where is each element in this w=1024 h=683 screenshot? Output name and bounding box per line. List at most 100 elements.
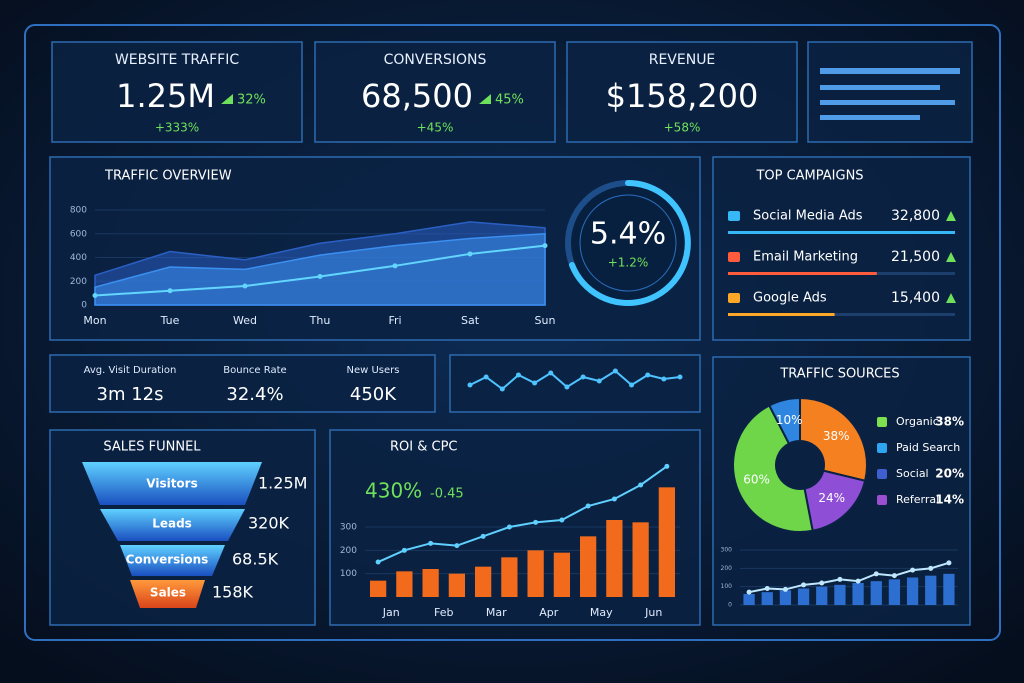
legend-label: Paid Search	[896, 441, 960, 454]
point	[801, 582, 807, 588]
point	[580, 374, 586, 380]
pie-slice	[799, 396, 868, 483]
campaign-value: 15,400	[891, 290, 940, 306]
bar	[448, 573, 466, 597]
decor-bars	[820, 68, 960, 120]
legend-label: Organic	[896, 415, 939, 428]
y-tick-label: 0	[81, 301, 87, 311]
point	[928, 565, 934, 571]
y-tick-label: 200	[340, 546, 357, 556]
legend-swatch	[728, 293, 740, 303]
bar	[852, 583, 864, 605]
panel	[807, 41, 973, 143]
legend-swatch	[877, 417, 887, 427]
stage-name: Leads	[152, 517, 192, 531]
decor-bar	[820, 85, 940, 90]
line	[469, 369, 681, 391]
roi-value: 430%	[365, 479, 422, 503]
kpi-value: $158,200	[606, 77, 759, 115]
point	[533, 519, 539, 525]
kpi-value: 1.25M	[116, 77, 215, 115]
bar	[422, 569, 439, 597]
x-tick-label: Jan	[382, 606, 400, 619]
x-tick-label: May	[590, 606, 613, 619]
y-tick-label: 100	[340, 569, 357, 579]
bar	[553, 552, 571, 597]
slice-label: 60%	[743, 473, 770, 487]
point	[837, 576, 843, 582]
campaign-name: Social Media Ads	[753, 209, 863, 224]
bar	[658, 487, 676, 597]
point	[891, 573, 897, 579]
area	[94, 232, 546, 306]
stat-label: Bounce Rate	[223, 365, 286, 376]
stage-value: 1.25M	[258, 474, 307, 493]
point	[401, 547, 407, 553]
point	[467, 382, 473, 388]
kpi-sub: +333%	[155, 121, 199, 135]
point	[428, 540, 434, 546]
x-tick-label: Mon	[83, 314, 106, 327]
point	[782, 586, 788, 592]
kpi-sub: +58%	[664, 121, 701, 135]
x-tick-label: Sat	[461, 314, 480, 327]
point	[480, 533, 486, 539]
y-tick-label: 600	[70, 229, 87, 239]
line	[377, 465, 668, 563]
bar	[816, 586, 828, 605]
panel-title: TRAFFIC OVERVIEW	[104, 169, 232, 184]
point	[506, 524, 512, 530]
bar	[888, 579, 901, 605]
line	[748, 561, 950, 594]
point	[559, 517, 565, 523]
point	[661, 376, 667, 382]
x-tick-label: Feb	[434, 606, 453, 619]
point	[375, 559, 381, 565]
y-tick-label: 200	[70, 277, 87, 287]
point	[542, 243, 548, 249]
pie-slice	[803, 469, 867, 532]
legend-label: Referral	[896, 493, 939, 506]
stage-value: 158K	[212, 583, 254, 602]
point	[242, 283, 248, 289]
y-tick-label: 0	[728, 602, 732, 609]
point	[946, 560, 952, 566]
point	[855, 578, 861, 584]
x-tick-label: Thu	[309, 314, 331, 327]
panel	[566, 41, 798, 143]
stat-value: 450K	[350, 384, 397, 405]
bar	[728, 272, 877, 275]
point	[645, 372, 651, 378]
point	[873, 571, 879, 577]
funnel-stage	[130, 580, 205, 608]
kpi-value: 68,500	[361, 77, 473, 115]
legend-swatch	[877, 443, 887, 453]
bar	[474, 566, 492, 597]
campaign-name: Email Marketing	[753, 250, 858, 265]
x-tick-label: Mar	[486, 606, 507, 619]
point	[664, 463, 670, 469]
kpi-sub: +45%	[417, 121, 454, 135]
gauge-inner	[579, 194, 677, 292]
panel-title: ROI & CPC	[390, 440, 458, 455]
panel-title: TRAFFIC SOURCES	[779, 367, 899, 382]
trend-icon	[946, 293, 956, 303]
bar	[779, 590, 792, 605]
pie-slice	[732, 404, 814, 533]
stage-name: Sales	[150, 586, 186, 600]
decor-bar	[820, 115, 920, 120]
y-tick-label: 800	[70, 206, 87, 216]
panel	[449, 354, 701, 413]
stage-value: 68.5K	[232, 550, 279, 569]
point	[548, 370, 554, 376]
panel	[49, 354, 436, 413]
x-tick-label: Tue	[160, 314, 180, 327]
kpi-title: WEBSITE TRAFFIC	[115, 52, 239, 68]
stat-value: 32.4%	[226, 384, 283, 405]
funnel-stage	[100, 509, 245, 541]
y-tick-label: 200	[721, 565, 733, 572]
panel-title: TOP CAMPAIGNS	[755, 169, 863, 184]
campaign-value: 21,500	[891, 249, 940, 265]
trend-icon	[946, 211, 956, 221]
